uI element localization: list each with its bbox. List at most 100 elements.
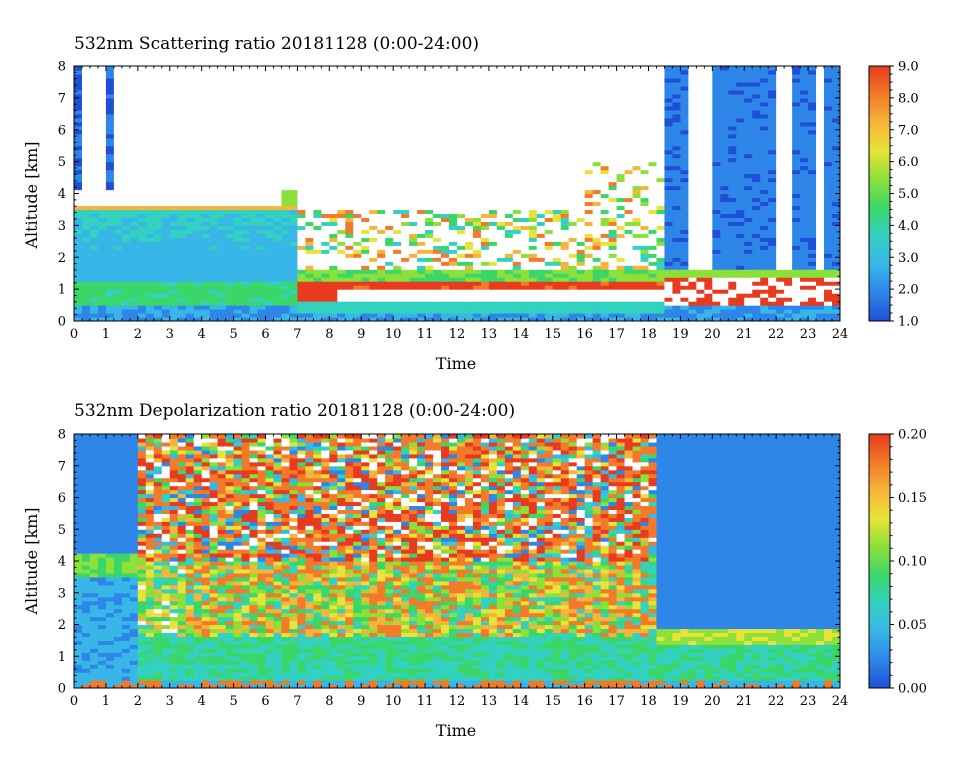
heatmap-cell bbox=[576, 121, 586, 127]
heatmap-cell bbox=[97, 121, 107, 127]
heatmap-cell bbox=[201, 69, 211, 75]
heatmap-cell bbox=[504, 197, 514, 203]
heatmap-cell bbox=[321, 277, 330, 282]
heatmap-cell bbox=[409, 221, 418, 226]
heatmap-cell bbox=[113, 269, 123, 274]
heatmap-cell bbox=[520, 309, 530, 314]
heatmap-cell bbox=[233, 181, 243, 187]
heatmap-cell bbox=[121, 225, 131, 230]
heatmap-cell bbox=[441, 109, 450, 115]
heatmap-cell bbox=[137, 169, 147, 175]
heatmap-cell bbox=[680, 121, 689, 127]
heatmap-cell bbox=[345, 245, 354, 250]
heatmap-cell bbox=[81, 245, 91, 250]
heatmap-cell bbox=[74, 201, 83, 207]
heatmap-cell bbox=[257, 277, 267, 282]
heatmap-cell bbox=[648, 201, 658, 207]
heatmap-cell bbox=[161, 81, 171, 87]
heatmap-cell bbox=[632, 245, 642, 250]
heatmap-cell bbox=[648, 197, 658, 203]
heatmap-cell bbox=[672, 289, 682, 294]
heatmap-cell bbox=[592, 213, 602, 218]
heatmap-cell bbox=[393, 73, 402, 79]
heatmap-cell bbox=[472, 213, 482, 218]
heatmap-cell bbox=[145, 217, 155, 222]
heatmap-cell bbox=[257, 177, 267, 183]
heatmap-cell bbox=[305, 66, 314, 71]
heatmap-cell bbox=[345, 177, 354, 183]
heatmap-cell bbox=[97, 293, 107, 298]
heatmap-cell bbox=[265, 197, 275, 203]
heatmap-cell bbox=[145, 245, 155, 250]
heatmap-cell bbox=[449, 281, 458, 286]
heatmap-cell bbox=[616, 149, 626, 155]
heatmap-cell bbox=[185, 161, 195, 167]
heatmap-cell bbox=[313, 181, 322, 187]
heatmap-cell bbox=[496, 249, 506, 254]
heatmap-cell bbox=[680, 101, 689, 107]
heatmap-cell bbox=[632, 141, 642, 147]
heatmap-cell bbox=[353, 85, 362, 91]
heatmap-cell bbox=[449, 117, 458, 123]
heatmap-cell bbox=[480, 217, 490, 222]
heatmap-cell bbox=[185, 293, 195, 298]
heatmap-cell bbox=[600, 293, 610, 298]
heatmap-cell bbox=[297, 289, 306, 294]
heatmap-cell bbox=[480, 297, 490, 302]
heatmap-cell bbox=[496, 213, 506, 218]
heatmap-cell bbox=[648, 305, 658, 310]
heatmap-cell bbox=[305, 305, 314, 310]
heatmap-cell bbox=[600, 265, 610, 270]
heatmap-cell bbox=[616, 117, 626, 123]
heatmap-cell bbox=[329, 293, 338, 298]
heatmap-cell bbox=[457, 201, 466, 207]
heatmap-cell bbox=[576, 93, 586, 99]
heatmap-cell bbox=[321, 197, 330, 203]
heatmap-cell bbox=[425, 229, 434, 234]
heatmap-cell bbox=[536, 85, 546, 91]
heatmap-cell bbox=[648, 189, 658, 195]
heatmap-cell bbox=[281, 97, 291, 103]
heatmap-cell bbox=[121, 285, 131, 290]
heatmap-cell bbox=[281, 69, 291, 75]
heatmap-cell bbox=[632, 125, 642, 131]
heatmap-cell bbox=[680, 81, 689, 87]
heatmap-cell bbox=[672, 181, 682, 187]
heatmap-cell bbox=[600, 213, 610, 218]
heatmap-cell bbox=[113, 153, 123, 159]
heatmap-cell bbox=[680, 185, 689, 191]
heatmap-cell bbox=[281, 133, 291, 139]
heatmap-cell bbox=[74, 317, 83, 321]
heatmap-cell bbox=[177, 69, 187, 75]
heatmap-cell bbox=[393, 66, 402, 71]
heatmap-cell bbox=[433, 225, 442, 230]
heatmap-cell bbox=[576, 261, 586, 266]
heatmap-cell bbox=[193, 313, 203, 318]
heatmap-cell bbox=[201, 121, 211, 127]
heatmap-cell bbox=[201, 213, 211, 218]
heatmap-cell bbox=[480, 169, 490, 175]
heatmap-cell bbox=[113, 185, 123, 191]
heatmap-cell bbox=[177, 229, 187, 234]
heatmap-cell bbox=[664, 197, 674, 203]
heatmap-cell bbox=[576, 285, 586, 290]
heatmap-cell bbox=[345, 69, 354, 75]
heatmap-cell bbox=[528, 249, 538, 254]
heatmap-cell bbox=[592, 89, 602, 95]
heatmap-cell bbox=[249, 177, 259, 183]
heatmap-cell bbox=[544, 81, 554, 87]
heatmap-cell bbox=[217, 261, 227, 266]
heatmap-cell bbox=[592, 249, 602, 254]
heatmap-cell bbox=[496, 173, 506, 179]
heatmap-cell bbox=[281, 181, 291, 187]
heatmap-cell bbox=[185, 257, 195, 262]
heatmap-cell bbox=[648, 145, 658, 151]
heatmap-cell bbox=[457, 301, 466, 306]
heatmap-cell bbox=[536, 185, 546, 191]
heatmap-cell bbox=[201, 89, 211, 95]
heatmap-cell bbox=[329, 85, 338, 91]
heatmap-cell bbox=[257, 169, 267, 175]
heatmap-cell bbox=[568, 113, 578, 119]
heatmap-cell bbox=[433, 213, 442, 218]
heatmap-cell bbox=[688, 301, 697, 306]
